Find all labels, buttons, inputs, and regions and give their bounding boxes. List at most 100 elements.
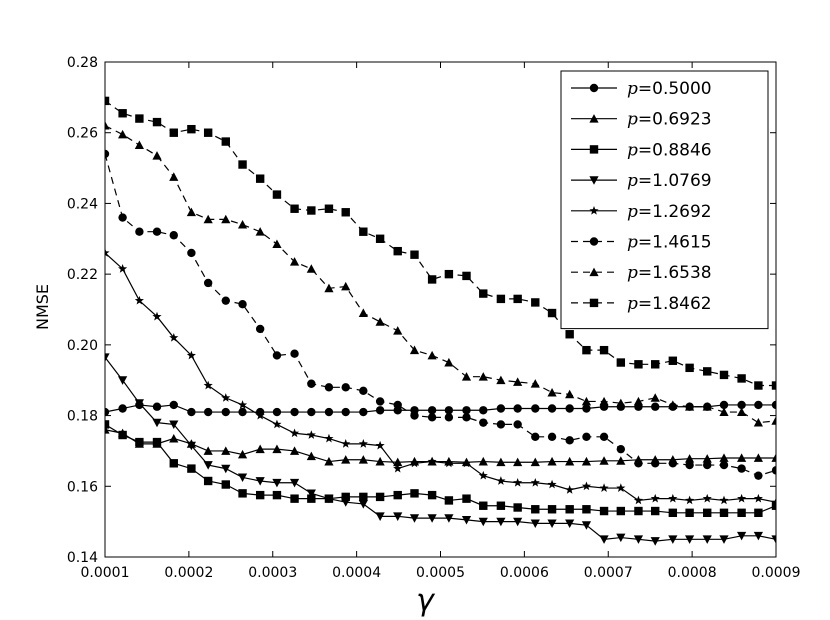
data-point	[324, 456, 334, 466]
data-point	[668, 356, 678, 365]
legend-marker	[589, 237, 599, 246]
data-point	[152, 402, 162, 411]
data-point	[634, 506, 643, 516]
series-1	[105, 400, 776, 417]
data-point	[341, 407, 350, 417]
data-point	[702, 402, 712, 411]
data-point	[409, 345, 420, 355]
data-point	[410, 250, 419, 259]
data-point	[565, 404, 574, 413]
legend-label: p=1.8462	[627, 294, 712, 314]
data-point	[290, 407, 299, 417]
data-point	[737, 400, 746, 410]
legend-item: p=1.4615	[571, 233, 712, 253]
data-point	[152, 418, 162, 428]
data-point	[685, 495, 695, 505]
y-tick-label: 0.26	[67, 126, 98, 142]
data-point	[427, 490, 437, 500]
data-point	[634, 360, 643, 369]
data-point	[221, 407, 230, 417]
data-point	[203, 278, 213, 288]
data-point	[393, 490, 402, 500]
data-point	[702, 454, 712, 463]
data-point	[359, 227, 368, 236]
data-point	[616, 358, 626, 367]
data-point	[581, 481, 592, 491]
series-line	[105, 429, 776, 463]
series-4	[105, 353, 776, 546]
data-point	[771, 535, 776, 544]
data-point	[152, 151, 162, 160]
data-point	[290, 349, 299, 358]
data-point	[118, 376, 128, 385]
data-point	[375, 456, 385, 466]
data-point	[105, 96, 110, 106]
data-point	[462, 413, 471, 422]
x-tick-label: 0.0006	[500, 565, 549, 581]
data-point	[358, 500, 368, 509]
data-point	[513, 457, 523, 467]
legend-marker	[589, 267, 599, 277]
data-point	[169, 332, 179, 342]
x-tick-label: 0.0001	[81, 565, 130, 581]
data-point	[444, 406, 454, 415]
data-point	[118, 430, 127, 440]
data-point	[565, 519, 575, 529]
data-point	[531, 404, 540, 413]
data-point	[753, 418, 763, 427]
data-point	[737, 453, 747, 462]
data-point	[582, 404, 591, 413]
data-point	[152, 117, 162, 127]
data-point	[616, 456, 626, 465]
data-point	[547, 308, 557, 318]
data-point	[461, 515, 472, 525]
data-point	[221, 214, 231, 224]
legend-item: p=0.6923	[571, 110, 712, 130]
y-tick-label: 0.28	[67, 55, 98, 71]
data-point	[668, 493, 678, 503]
data-point	[393, 512, 403, 521]
legend-marker	[589, 114, 599, 123]
data-point	[771, 501, 776, 510]
y-tick-label: 0.14	[67, 550, 98, 566]
data-point	[186, 441, 196, 451]
data-point	[306, 489, 316, 498]
data-point	[668, 508, 678, 518]
data-point	[289, 478, 300, 488]
data-point	[531, 432, 540, 441]
data-point	[118, 109, 127, 118]
data-point	[547, 456, 557, 466]
data-point	[633, 535, 644, 544]
data-point	[703, 508, 712, 518]
data-point	[324, 383, 334, 392]
legend-marker	[589, 298, 599, 308]
data-point	[341, 281, 351, 291]
data-point	[513, 404, 522, 413]
data-point	[118, 404, 127, 413]
data-point	[134, 140, 144, 149]
legend-item: p=0.5000	[571, 79, 712, 99]
data-point	[255, 227, 265, 236]
data-point	[496, 294, 506, 304]
data-point	[341, 208, 350, 217]
data-point	[719, 370, 729, 380]
data-point	[221, 137, 230, 146]
data-point	[531, 505, 540, 514]
data-point	[650, 493, 660, 503]
data-point	[358, 455, 368, 464]
data-point	[513, 477, 523, 487]
data-point	[599, 345, 609, 355]
data-point	[685, 402, 695, 411]
data-point	[375, 512, 385, 521]
data-point	[754, 400, 763, 410]
data-point	[444, 514, 454, 523]
data-point	[409, 458, 420, 468]
data-point	[307, 379, 316, 388]
data-point	[169, 400, 178, 410]
data-point	[547, 479, 557, 489]
data-point	[272, 407, 282, 417]
data-point	[203, 407, 213, 417]
data-point	[375, 440, 385, 450]
data-point	[307, 494, 316, 503]
